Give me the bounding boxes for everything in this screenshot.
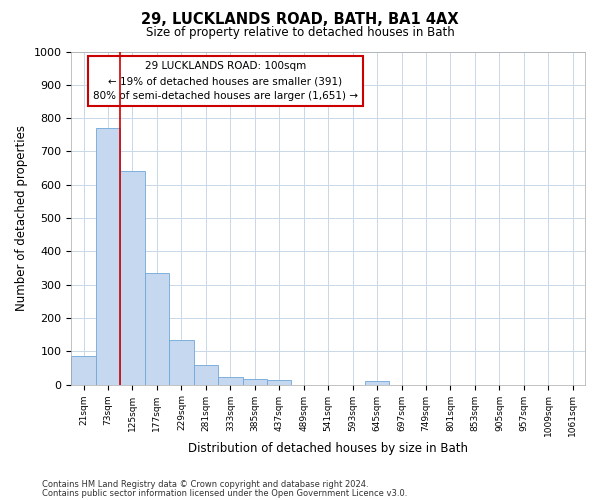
Text: Contains HM Land Registry data © Crown copyright and database right 2024.: Contains HM Land Registry data © Crown c… — [42, 480, 368, 489]
X-axis label: Distribution of detached houses by size in Bath: Distribution of detached houses by size … — [188, 442, 468, 455]
Bar — [120, 172, 145, 384]
Bar — [71, 356, 96, 384]
Text: Contains public sector information licensed under the Open Government Licence v3: Contains public sector information licen… — [42, 488, 407, 498]
Text: 29, LUCKLANDS ROAD, BATH, BA1 4AX: 29, LUCKLANDS ROAD, BATH, BA1 4AX — [141, 12, 459, 28]
Text: Size of property relative to detached houses in Bath: Size of property relative to detached ho… — [146, 26, 454, 39]
Bar — [96, 128, 120, 384]
Bar — [218, 378, 242, 384]
Bar — [365, 380, 389, 384]
Y-axis label: Number of detached properties: Number of detached properties — [15, 125, 28, 311]
Bar — [267, 380, 292, 384]
Bar — [145, 273, 169, 384]
Bar — [242, 378, 267, 384]
Text: 29 LUCKLANDS ROAD: 100sqm
← 19% of detached houses are smaller (391)
80% of semi: 29 LUCKLANDS ROAD: 100sqm ← 19% of detac… — [93, 62, 358, 101]
Bar — [194, 366, 218, 384]
Bar — [169, 340, 194, 384]
